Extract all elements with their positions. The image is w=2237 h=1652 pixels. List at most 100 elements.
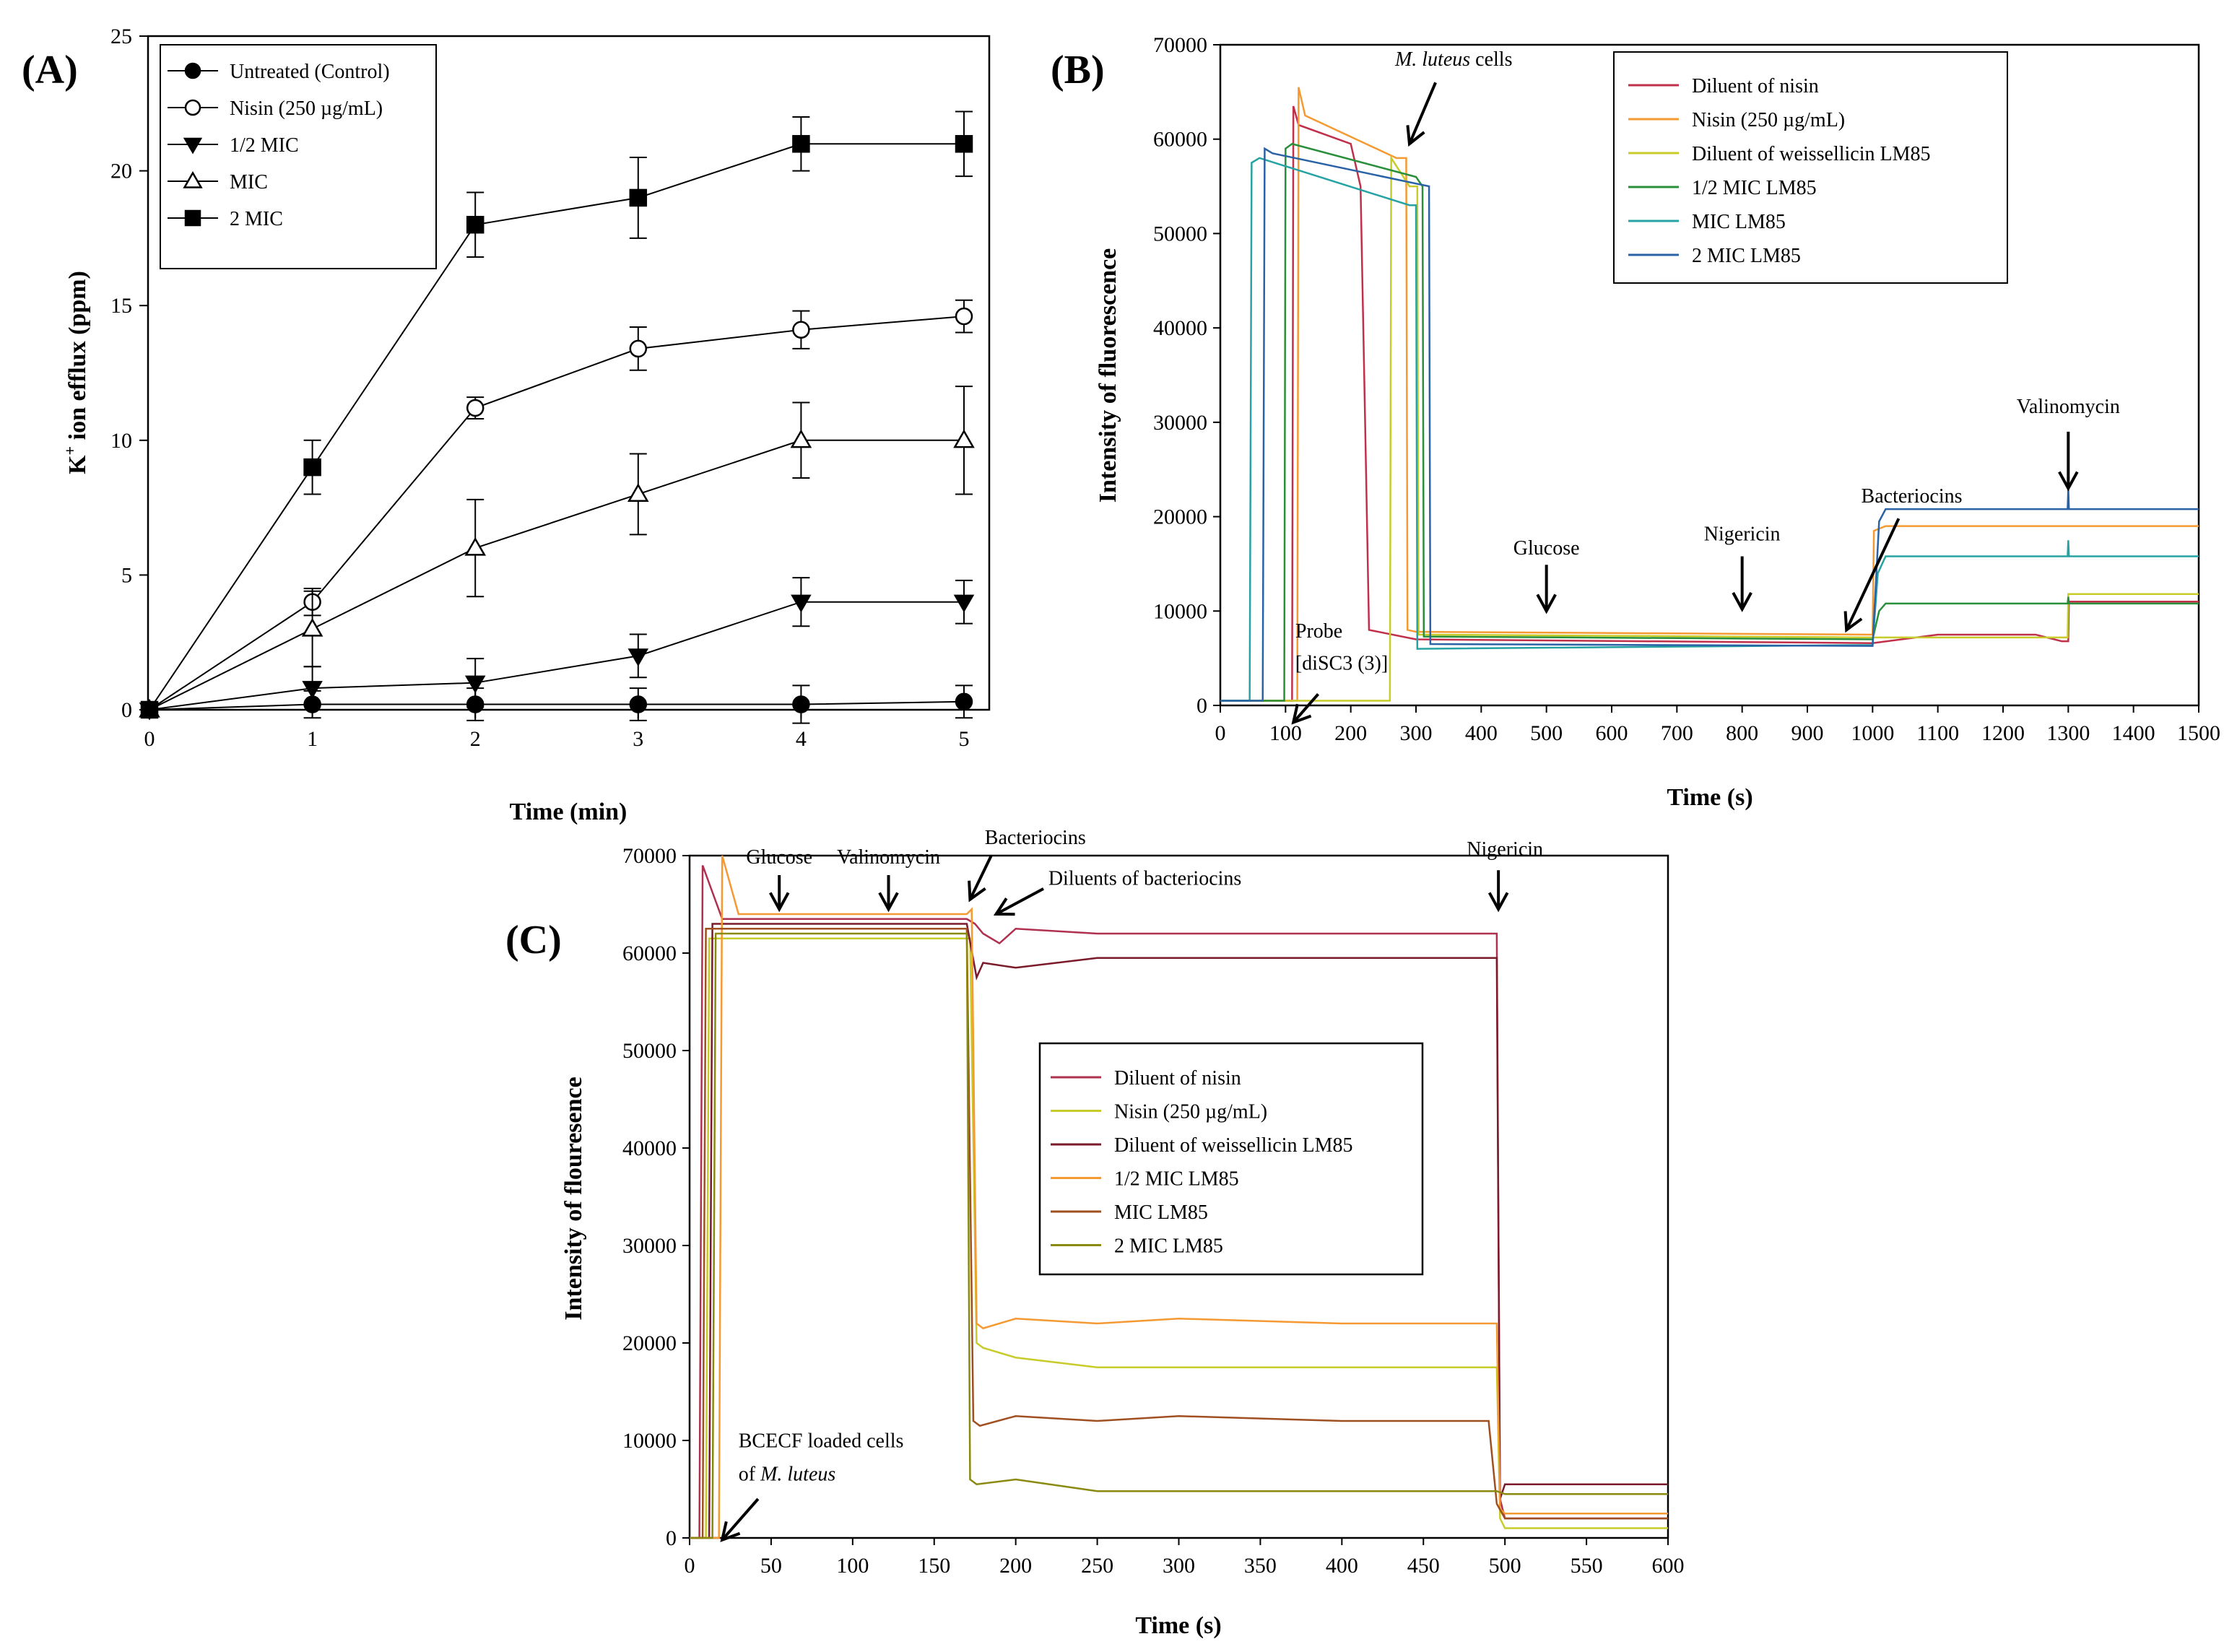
data-point — [955, 307, 973, 326]
x-tick-label: 50 — [760, 1554, 782, 1578]
series-3 — [139, 386, 975, 718]
series-line — [149, 439, 964, 710]
legend-label: Diluent of nisin — [1692, 75, 1819, 97]
x-tick-label: 600 — [1652, 1554, 1685, 1578]
data-point — [302, 681, 323, 699]
legend-label: Diluent of nisin — [1114, 1067, 1241, 1090]
series-1 — [140, 299, 973, 719]
x-tick-label: 800 — [1726, 721, 1758, 745]
annotation-arrow-head — [1732, 591, 1752, 612]
legend-label: Nisin (250 µg/mL) — [1114, 1101, 1267, 1123]
x-tick-label: 200 — [999, 1554, 1032, 1578]
y-tick-label: 70000 — [622, 844, 677, 868]
y-tick-label: 20 — [110, 160, 132, 183]
data-point — [466, 399, 485, 417]
annotation-arrow-shaft — [1845, 518, 1901, 631]
data-point — [790, 429, 812, 448]
x-tick-label: 600 — [1596, 721, 1628, 745]
legend-marker — [184, 62, 201, 79]
panel-c-label: (C) — [505, 918, 562, 962]
annotation-arrow-shaft — [1408, 82, 1437, 145]
annotation-arrow-shaft — [968, 855, 993, 900]
series-line-2 — [690, 923, 1668, 1539]
data-point — [303, 458, 321, 477]
x-tick-label: 250 — [1081, 1554, 1113, 1578]
annotation-bacteriocins: Bacteriocins — [1862, 485, 1963, 508]
panel-c-y-axis-title: Intensity of flouresence — [560, 1077, 587, 1320]
legend-label: MIC LM85 — [1114, 1201, 1208, 1224]
y-tick-label: 70000 — [1153, 33, 1207, 57]
panel-b-y-axis-title: Intensity of fluorescence — [1095, 248, 1121, 503]
panel-c-ticks: 0 50 100 150 200 250 300 350 400 450 500 550 600 0 100… — [622, 844, 1685, 1578]
panel-a-series — [139, 110, 975, 724]
annotation-bcecf-line2: of M. luteus — [739, 1463, 836, 1485]
annotation-arrow-head — [768, 892, 790, 913]
series-line — [149, 316, 965, 710]
data-point — [464, 536, 487, 556]
legend-label: Nisin (250 µg/mL) — [230, 97, 383, 120]
data-point — [629, 695, 648, 713]
annotation-nigericin: Nigericin — [1467, 838, 1543, 861]
x-tick-label: 400 — [1326, 1554, 1358, 1578]
y-tick-label: 30000 — [622, 1234, 677, 1258]
y-tick-label: 30000 — [1153, 411, 1207, 435]
panel-b-x-axis-title: Time (s) — [1667, 784, 1752, 811]
x-tick-label: 300 — [1400, 721, 1433, 745]
panel-b-annotations: M. luteus cells Glucose Nigericin Bacterioc… — [1291, 48, 2120, 725]
series-line-2 — [1220, 155, 2199, 702]
y-tick-label: 20000 — [1153, 505, 1207, 529]
x-tick-label: 1000 — [1851, 721, 1894, 745]
annotation-italic: M. luteus — [1394, 48, 1470, 71]
data-point — [792, 135, 810, 153]
y-tick-label: 25 — [110, 25, 132, 48]
y-tick-label: 0 — [121, 698, 132, 722]
y-tick-label: 10000 — [1153, 599, 1207, 623]
annotation-m-luteus: M. luteus cells — [1394, 48, 1513, 71]
y-tick-label: 20000 — [622, 1331, 677, 1355]
legend-label: MIC — [230, 171, 268, 194]
annotation-arrow-head — [2058, 471, 2079, 492]
annotation-arrow-head — [1536, 594, 1557, 614]
panel-a-legend: Untreated (Control) Nisin (250 µg/mL) 1/2 … — [160, 44, 437, 269]
x-tick-label: 100 — [1269, 721, 1302, 745]
data-point — [791, 594, 812, 613]
annotation-arrow-shaft — [1292, 692, 1320, 723]
series-2 — [139, 577, 975, 721]
y-tick-label: 10000 — [622, 1429, 677, 1453]
annotation-arrow-head — [1843, 611, 1863, 633]
annotation-probe-line2: [diSC3 (3)] — [1295, 652, 1388, 674]
panel-a-x-axis-title: Time (min) — [510, 799, 627, 825]
legend-marker — [184, 209, 201, 227]
legend-label: 2 MIC LM85 — [1114, 1235, 1223, 1258]
x-tick-label: 450 — [1407, 1554, 1440, 1578]
panel-b-plot-frame — [1219, 43, 2200, 707]
panel-b-legend: Diluent of nisin Nisin (250 µg/mL) Diluent… — [1613, 51, 2008, 284]
panel-c-series — [690, 855, 1668, 1539]
x-tick-label: 0 — [144, 727, 155, 751]
x-tick-label: 2 — [470, 727, 481, 751]
x-tick-label: 150 — [918, 1554, 950, 1578]
x-tick-label: 1400 — [2112, 721, 2155, 745]
annotation-diluents: Diluents of bacteriocins — [1048, 868, 1241, 890]
data-point — [464, 675, 486, 694]
annotation-bacteriocins: Bacteriocins — [985, 827, 1086, 849]
annotation-arrow-shaft — [995, 887, 1045, 916]
annotation-valinomycin: Valinomycin — [837, 846, 940, 869]
data-point — [627, 483, 649, 503]
panel-a-y-axis-title: K+ ion efflux (ppm) — [61, 271, 91, 474]
legend-label: 1/2 MIC LM85 — [1692, 177, 1817, 199]
legend-label: Diluent of weissellicin LM85 — [1692, 143, 1931, 165]
legend-marker — [183, 137, 203, 155]
x-tick-label: 1300 — [2046, 721, 2090, 745]
annotation-glucose: Glucose — [1513, 537, 1580, 560]
data-point — [301, 617, 323, 637]
legend-label: 2 MIC — [230, 208, 283, 230]
x-tick-label: 1200 — [1981, 721, 2025, 745]
x-tick-label: 300 — [1163, 1554, 1195, 1578]
x-tick-label: 500 — [1530, 721, 1563, 745]
y-tick-label: 60000 — [622, 942, 677, 965]
legend-label: Nisin (250 µg/mL) — [1692, 109, 1845, 131]
annotation-plain: of — [739, 1463, 760, 1485]
x-tick-label: 200 — [1334, 721, 1367, 745]
annotation-probe-line1: Probe — [1295, 620, 1342, 643]
